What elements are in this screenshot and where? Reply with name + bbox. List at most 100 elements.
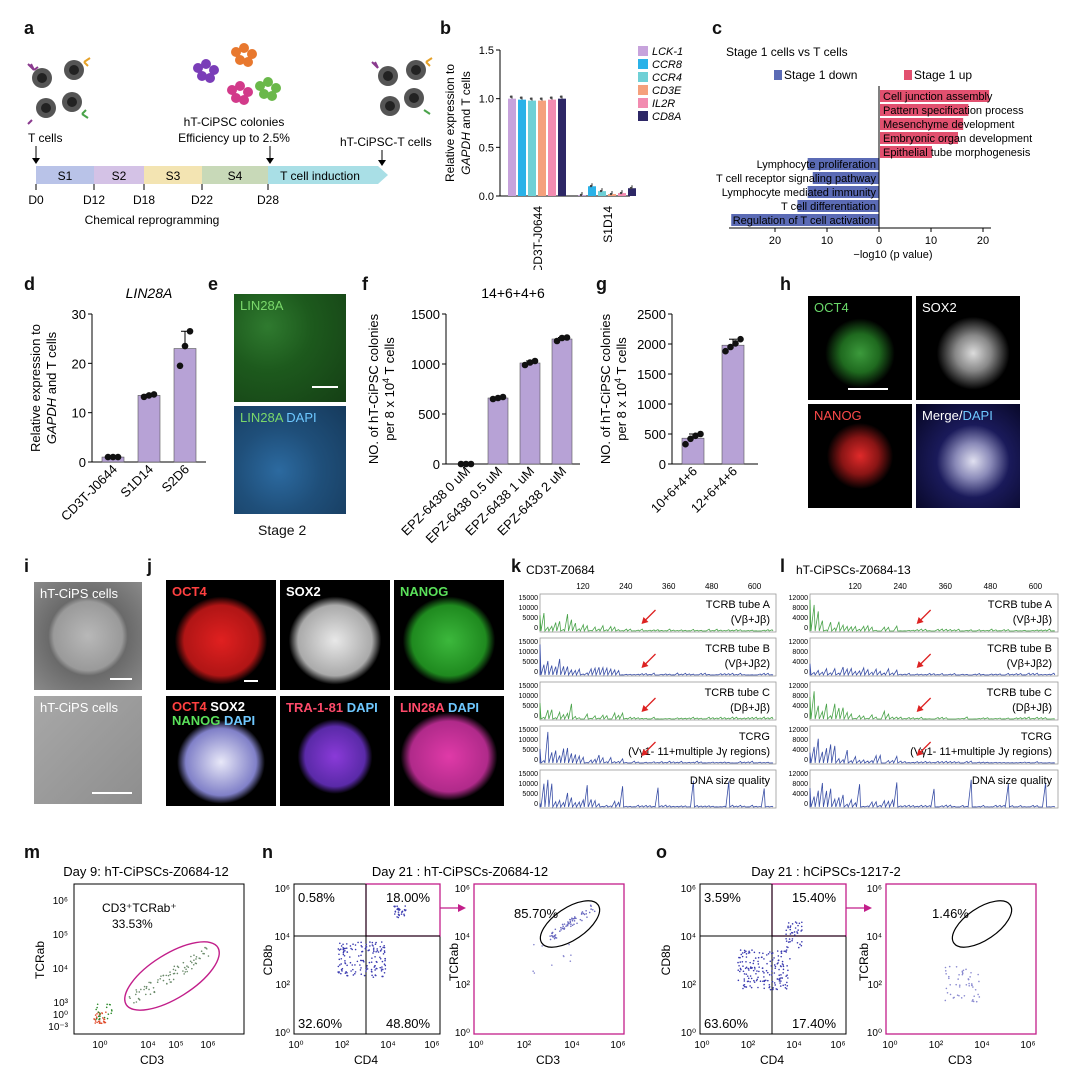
event-dot xyxy=(357,941,359,944)
event-dot xyxy=(153,991,156,994)
event-dot xyxy=(173,965,176,968)
y-tick-label: 0 xyxy=(804,713,808,720)
event-dot xyxy=(789,933,792,935)
event-dot xyxy=(962,969,965,972)
y-tick: 10⁶ xyxy=(455,884,470,895)
event-dot xyxy=(174,969,177,972)
event-dot xyxy=(361,959,363,962)
ipsc-brightfield-2: hT-CiPS cells xyxy=(34,696,142,804)
event-dot xyxy=(194,962,197,964)
event-dot xyxy=(745,973,748,975)
data-point xyxy=(697,430,704,438)
event-dot xyxy=(338,964,341,966)
event-dot xyxy=(561,927,564,930)
term-label: T cell differentiation xyxy=(781,201,876,213)
nanog-label: NANOG xyxy=(172,713,221,728)
event-dot xyxy=(338,953,340,956)
day-label: D18 xyxy=(133,193,155,207)
data-point xyxy=(489,395,497,403)
event-dot xyxy=(340,968,343,971)
y-tick: 10⁶ xyxy=(681,884,696,895)
x-tick-label: S1D14 xyxy=(117,462,156,501)
y-tick: 10⁰ xyxy=(275,1028,290,1039)
day-label: D12 xyxy=(83,193,105,207)
event-dot xyxy=(182,961,185,964)
event-dot xyxy=(162,974,165,977)
event-dot xyxy=(193,959,195,961)
event-dot xyxy=(372,952,374,954)
event-dot xyxy=(381,966,383,968)
x-tick: 10⁶ xyxy=(200,1040,215,1051)
y-tick-label: 0 xyxy=(534,669,538,676)
event-dot xyxy=(362,960,365,963)
lin28a-label: LIN28A xyxy=(400,700,445,715)
y-tick-label: 12000 xyxy=(789,727,809,734)
event-dot xyxy=(549,938,552,941)
trace-label: TCRB tube B xyxy=(987,643,1052,655)
y-tick: 10⁴ xyxy=(867,932,882,943)
event-dot xyxy=(168,978,171,981)
event-dot xyxy=(560,926,562,929)
event-dot xyxy=(800,925,803,928)
event-dot xyxy=(779,985,782,987)
event-dot xyxy=(969,976,971,978)
y-tick-label: 15000 xyxy=(519,595,539,602)
event-dot xyxy=(94,1014,97,1016)
event-dot xyxy=(744,986,747,988)
event-dot xyxy=(777,955,780,957)
event-dot xyxy=(747,977,750,980)
event-dot xyxy=(186,965,188,967)
event-dot xyxy=(756,978,759,981)
event-dot xyxy=(949,993,952,996)
event-dot xyxy=(341,970,343,972)
event-dot xyxy=(365,968,368,971)
x-tick: 10⁶ xyxy=(424,1040,439,1051)
event-dot xyxy=(397,916,400,919)
sox2-label: SOX2 xyxy=(922,300,957,315)
event-dot xyxy=(370,968,373,971)
data-point xyxy=(186,327,194,335)
event-dot xyxy=(782,965,785,968)
event-dot xyxy=(354,964,356,966)
event-dot xyxy=(590,908,592,910)
event-dot xyxy=(780,974,782,976)
x-tick-label: 120 xyxy=(576,582,590,591)
x-tick-label: CD3T-J0644 xyxy=(531,206,545,270)
quadrant-ur: 18.00% xyxy=(386,890,431,905)
x-tick: 10⁶ xyxy=(1020,1040,1035,1051)
event-dot xyxy=(971,1000,974,1002)
y-tick: 10² xyxy=(868,980,883,991)
event-dot xyxy=(352,943,354,945)
y-tick-label: 0 xyxy=(534,757,538,764)
data-point xyxy=(558,334,566,342)
event-dot xyxy=(782,972,784,974)
y-tick-label: 0 xyxy=(804,625,808,632)
chart-title: CD3T-Z0684 xyxy=(526,563,595,577)
event-dot xyxy=(394,911,397,913)
bar xyxy=(551,338,573,465)
event-dot xyxy=(796,941,799,944)
event-dot xyxy=(768,973,771,976)
event-dot xyxy=(945,972,947,975)
event-dot xyxy=(374,955,376,958)
chart-m: Day 9: hT-CiPSCs-Z0684-12 CD3⁺TCRab⁺ 33.… xyxy=(33,864,245,1067)
merge-colony-micrograph: OCT4 SOX2 NANOG DAPI xyxy=(166,696,276,806)
event-dot xyxy=(135,989,138,991)
x-tick: 10⁰ xyxy=(92,1040,107,1051)
y-tick-label: 5000 xyxy=(522,615,538,622)
event-dot xyxy=(372,947,375,950)
event-dot xyxy=(757,960,759,963)
plot-frame xyxy=(293,883,441,1035)
x-axis-label: CD3 xyxy=(948,1053,972,1067)
event-dot xyxy=(344,960,346,962)
event-dot xyxy=(95,1008,97,1011)
event-dot xyxy=(360,954,362,957)
event-dot xyxy=(344,972,347,974)
event-dot xyxy=(583,913,586,916)
event-dot xyxy=(206,948,208,950)
y-tick-label: 8000 xyxy=(792,693,808,700)
event-dot xyxy=(741,952,744,954)
event-dot xyxy=(797,924,799,927)
data-point xyxy=(629,186,633,190)
